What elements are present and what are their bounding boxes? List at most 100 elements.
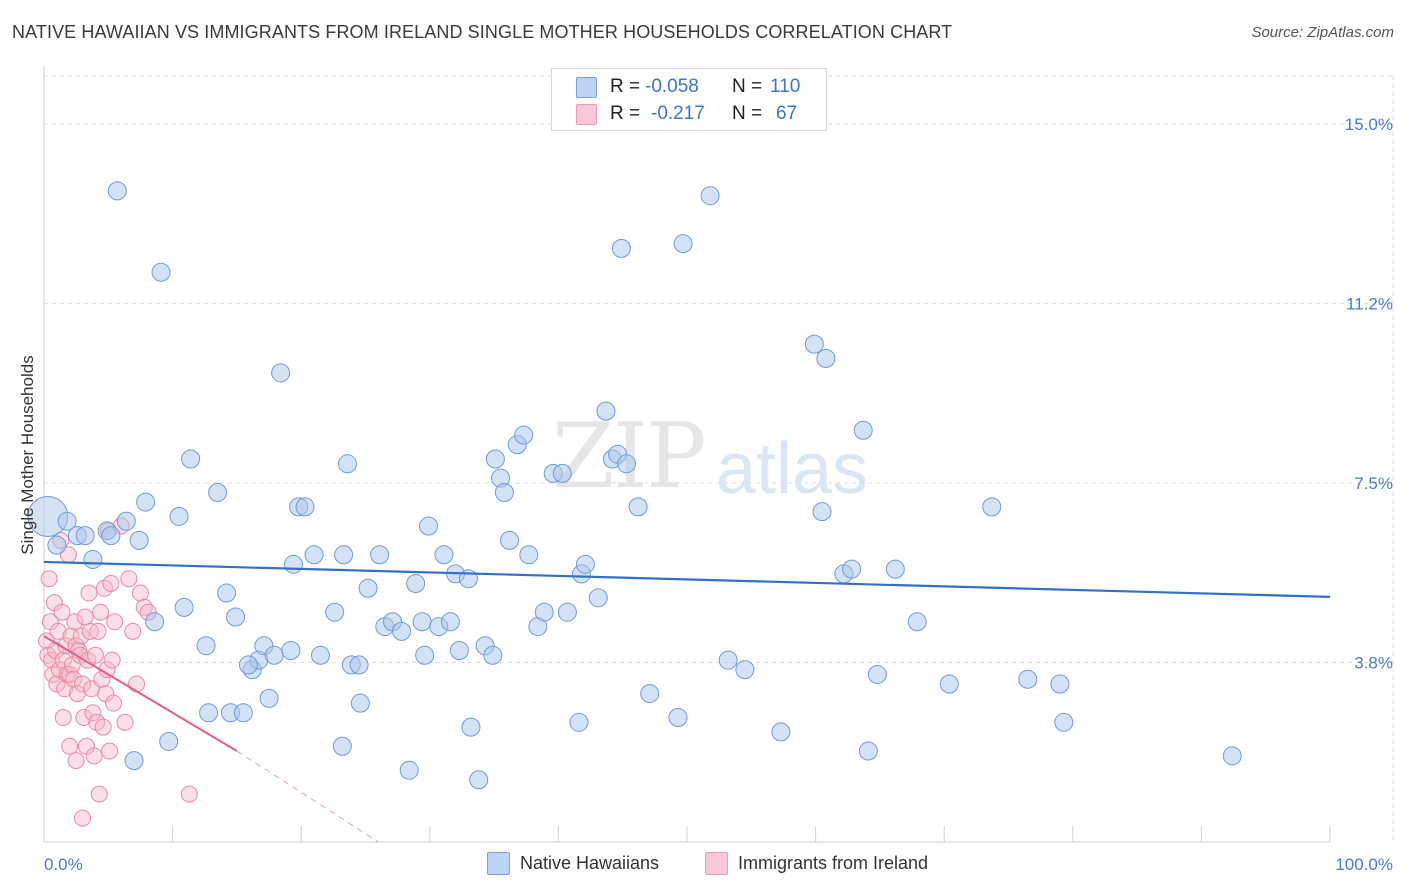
data-point-ireland [40, 570, 58, 588]
legend-swatch-blue [487, 852, 510, 875]
data-point-native-hawaiian [238, 655, 258, 675]
data-point-native-hawaiian [217, 583, 237, 603]
data-point-native-hawaiian [116, 511, 136, 531]
data-point-native-hawaiian [358, 578, 378, 598]
data-point-ireland [116, 713, 134, 731]
legend-item-native-hawaiians: Native Hawaiians [487, 852, 659, 875]
data-point-native-hawaiian [412, 612, 432, 632]
data-point-native-hawaiian [151, 262, 171, 282]
data-point-native-hawaiian [47, 535, 67, 555]
data-point-native-hawaiian [406, 573, 426, 593]
data-point-native-hawaiian [469, 770, 489, 790]
data-point-native-hawaiian [1050, 674, 1070, 694]
data-point-native-hawaiian [271, 363, 291, 383]
source-label: Source: ZipAtlas.com [1251, 24, 1394, 41]
data-point-native-hawaiian [337, 454, 357, 474]
data-point-ireland [85, 747, 103, 765]
data-point-native-hawaiian [617, 454, 637, 474]
x-tick-label: 100.0% [1335, 855, 1393, 874]
data-point-native-hawaiian [700, 186, 720, 206]
data-point-native-hawaiian [281, 641, 301, 660]
data-point-ireland [124, 622, 142, 640]
legend-swatch-blue [576, 77, 597, 98]
legend-label-immigrants-from-ireland: Immigrants from Ireland [738, 853, 929, 873]
data-point-native-hawaiian [169, 506, 189, 526]
data-point-ireland [75, 709, 93, 727]
data-point-native-hawaiian [1054, 712, 1074, 732]
data-point-native-hawaiian [392, 621, 412, 641]
legend-r-value: -0.058 [645, 76, 699, 97]
legend-r-label: R = [610, 76, 641, 97]
data-point-native-hawaiian [804, 334, 824, 354]
data-point-native-hawaiian [259, 688, 279, 708]
data-point-ireland [61, 737, 79, 755]
legend-r-value: -0.217 [651, 103, 705, 124]
legend-label-native-hawaiians: Native Hawaiians [520, 853, 660, 873]
data-point-ireland [106, 613, 124, 631]
legend-item-immigrants-from-ireland: Immigrants from Ireland [705, 852, 928, 875]
data-point-ireland [128, 675, 146, 693]
legend-n-value: 110 [770, 76, 801, 97]
data-point-ireland [102, 574, 120, 592]
data-point-ireland [67, 637, 85, 655]
data-point-native-hawaiian [264, 645, 284, 665]
trend-line-ireland [43, 635, 238, 752]
correlation-legend: R = -0.058 N = 110 R = -0.217 N = 67 [551, 68, 827, 131]
legend-n-label: N = [732, 103, 763, 124]
data-point-native-hawaiian [129, 530, 149, 550]
y-tick-label: 3.8% [1354, 653, 1393, 672]
data-point-native-hawaiian [816, 348, 836, 368]
data-point-ireland [54, 651, 72, 669]
data-point-native-hawaiian [534, 602, 554, 622]
data-point-native-hawaiian [514, 425, 534, 445]
data-point-native-hawaiian [449, 641, 469, 660]
data-point-native-hawaiian [350, 693, 370, 713]
data-point-native-hawaiian [208, 483, 228, 503]
data-point-ireland [84, 704, 102, 722]
legend-swatch-pink [576, 104, 597, 125]
y-tick-label: 7.5% [1354, 474, 1393, 493]
data-point-ireland [65, 670, 83, 688]
data-point-ireland [57, 637, 75, 655]
data-point-native-hawaiian [569, 712, 589, 732]
data-point-native-hawaiian [1222, 746, 1242, 766]
data-point-native-hawaiian [858, 741, 878, 761]
data-point-native-hawaiian [75, 526, 95, 546]
data-point-native-hawaiian [485, 449, 505, 469]
data-point-native-hawaiian [83, 550, 103, 570]
data-point-native-hawaiian [853, 420, 873, 440]
data-point-ireland [92, 603, 110, 621]
data-point-native-hawaiian [907, 612, 927, 632]
data-point-ireland [80, 584, 98, 602]
legend-n-label: N = [732, 76, 763, 97]
data-point-native-hawaiian [771, 722, 791, 742]
data-point-native-hawaiian [500, 530, 520, 550]
legend-n-value: 67 [776, 103, 798, 124]
data-point-ireland [131, 584, 149, 602]
legend-swatch-pink [705, 852, 728, 875]
trend-line-ireland-extension [236, 750, 379, 843]
data-point-native-hawaiian [434, 545, 454, 565]
data-point-ireland [86, 646, 104, 664]
data-point-ireland [49, 622, 67, 640]
data-point-native-hawaiian [174, 597, 194, 617]
data-point-ireland [180, 785, 198, 803]
data-point-native-hawaiian [181, 449, 201, 469]
data-point-native-hawaiian [483, 645, 503, 665]
data-point-native-hawaiian [1018, 669, 1038, 689]
data-point-ireland [76, 608, 94, 626]
y-axis-label: Single Mother Households [18, 355, 37, 555]
data-point-native-hawaiian [494, 483, 514, 503]
tick-labels: 3.8% 7.5% 11.2% 15.0% 0.0% 100.0% [44, 115, 1393, 874]
data-point-native-hawaiian [233, 703, 253, 723]
data-point-native-hawaiian [310, 645, 330, 665]
data-point-ireland [90, 785, 108, 803]
data-point-native-hawaiian [334, 545, 354, 565]
data-point-native-hawaiian [107, 181, 127, 201]
data-point-ireland [53, 603, 71, 621]
data-point-ireland [94, 718, 112, 736]
data-point-native-hawaiian [640, 684, 660, 704]
data-point-native-hawaiian [199, 703, 219, 723]
data-point-native-hawaiian [668, 708, 688, 728]
